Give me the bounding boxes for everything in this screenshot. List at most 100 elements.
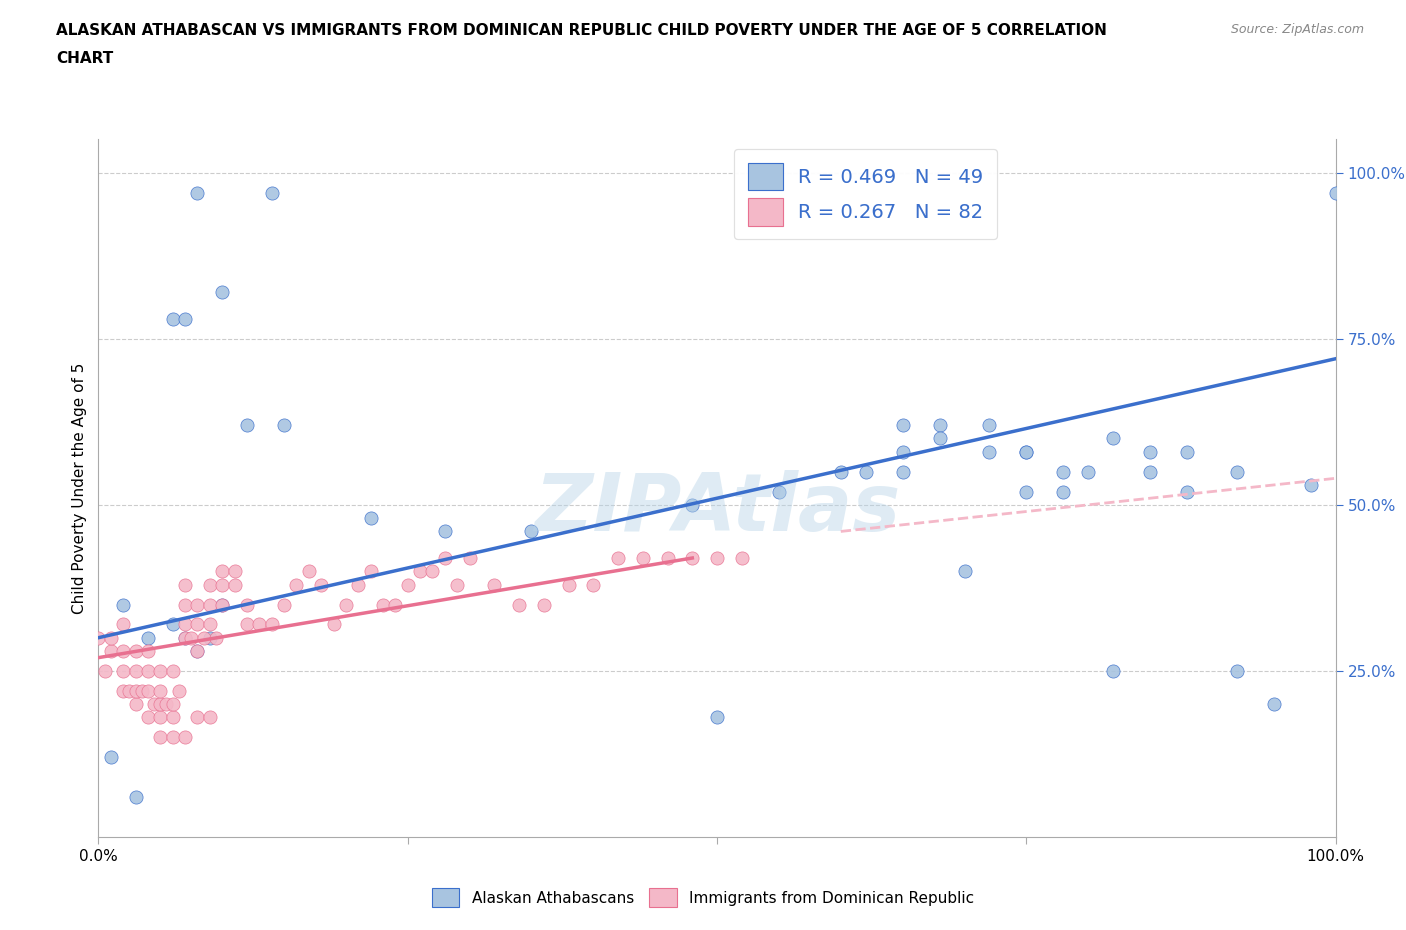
Point <box>1052 485 1074 499</box>
Point <box>347 578 370 592</box>
Point <box>162 697 184 711</box>
Point <box>458 551 481 565</box>
Point <box>211 597 233 612</box>
Point <box>273 597 295 612</box>
Point <box>112 684 135 698</box>
Point <box>198 597 221 612</box>
Point <box>112 617 135 631</box>
Legend: R = 0.469   N = 49, R = 0.267   N = 82: R = 0.469 N = 49, R = 0.267 N = 82 <box>734 149 997 239</box>
Point <box>1015 445 1038 459</box>
Point <box>1324 185 1347 200</box>
Point <box>162 730 184 745</box>
Point <box>167 684 190 698</box>
Point <box>236 418 259 432</box>
Point <box>928 418 950 432</box>
Point <box>143 697 166 711</box>
Point <box>433 524 456 538</box>
Point <box>193 631 215 645</box>
Point <box>335 597 357 612</box>
Point <box>309 578 332 592</box>
Point <box>260 617 283 631</box>
Point <box>149 684 172 698</box>
Point <box>422 564 444 578</box>
Point <box>855 464 877 479</box>
Point <box>520 524 543 538</box>
Point <box>433 551 456 565</box>
Point <box>533 597 555 612</box>
Point <box>681 498 703 512</box>
Point <box>706 710 728 724</box>
Point <box>162 617 184 631</box>
Point <box>298 564 321 578</box>
Point <box>174 730 197 745</box>
Point <box>285 578 308 592</box>
Point <box>186 185 208 200</box>
Point <box>1139 445 1161 459</box>
Point <box>93 663 115 678</box>
Point <box>260 185 283 200</box>
Point <box>186 597 208 612</box>
Point <box>409 564 432 578</box>
Point <box>1226 464 1249 479</box>
Point <box>186 710 208 724</box>
Point <box>174 631 197 645</box>
Point <box>186 644 208 658</box>
Text: ZIPAtlas: ZIPAtlas <box>534 471 900 548</box>
Point <box>149 697 172 711</box>
Point <box>149 730 172 745</box>
Point <box>155 697 177 711</box>
Point <box>484 578 506 592</box>
Point <box>508 597 530 612</box>
Point <box>1263 697 1285 711</box>
Point <box>149 710 172 724</box>
Point <box>360 511 382 525</box>
Point <box>273 418 295 432</box>
Point <box>557 578 579 592</box>
Point <box>136 663 159 678</box>
Point <box>112 644 135 658</box>
Point <box>198 617 221 631</box>
Point <box>1175 445 1198 459</box>
Point <box>384 597 406 612</box>
Point <box>198 631 221 645</box>
Point <box>928 431 950 445</box>
Point <box>112 597 135 612</box>
Point <box>236 617 259 631</box>
Point <box>162 663 184 678</box>
Point <box>124 684 146 698</box>
Text: CHART: CHART <box>56 51 114 66</box>
Point <box>124 697 146 711</box>
Point <box>186 644 208 658</box>
Point <box>891 445 914 459</box>
Point <box>162 312 184 326</box>
Point <box>112 663 135 678</box>
Point <box>1102 663 1125 678</box>
Point <box>124 790 146 804</box>
Point <box>1175 485 1198 499</box>
Point <box>236 597 259 612</box>
Point <box>211 564 233 578</box>
Point <box>631 551 654 565</box>
Point <box>891 464 914 479</box>
Point <box>180 631 202 645</box>
Point <box>706 551 728 565</box>
Point <box>136 710 159 724</box>
Point <box>1052 464 1074 479</box>
Point <box>136 684 159 698</box>
Point <box>371 597 394 612</box>
Point <box>174 312 197 326</box>
Point <box>830 464 852 479</box>
Point <box>247 617 270 631</box>
Point <box>174 578 197 592</box>
Text: Source: ZipAtlas.com: Source: ZipAtlas.com <box>1230 23 1364 36</box>
Point <box>891 418 914 432</box>
Point <box>198 578 221 592</box>
Point <box>136 644 159 658</box>
Point <box>124 644 146 658</box>
Point <box>681 551 703 565</box>
Point <box>396 578 419 592</box>
Y-axis label: Child Poverty Under the Age of 5: Child Poverty Under the Age of 5 <box>72 363 87 614</box>
Point <box>1077 464 1099 479</box>
Point <box>607 551 630 565</box>
Point <box>360 564 382 578</box>
